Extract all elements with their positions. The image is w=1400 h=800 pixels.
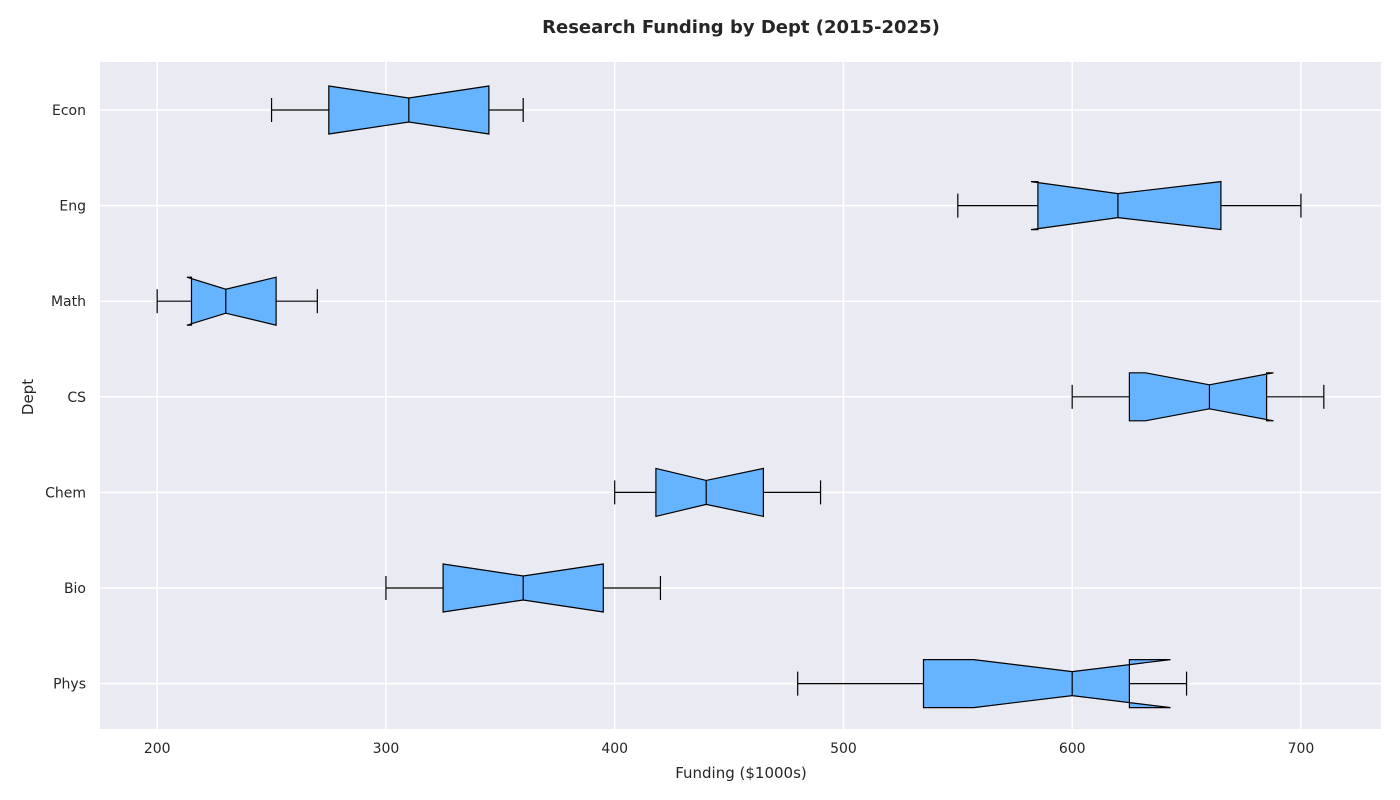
notched-box: [1030, 180, 1222, 231]
x-tick-label: 400: [601, 741, 628, 757]
box-layer: [156, 85, 1325, 709]
box-cs: [1071, 372, 1325, 422]
chart-title: Research Funding by Dept (2015-2025): [542, 17, 940, 38]
box-math: [156, 276, 318, 326]
y-tick-label: CS: [67, 390, 86, 406]
y-axis-label: Dept: [19, 379, 37, 415]
box-phys: [797, 658, 1188, 709]
x-axis-label: Funding ($1000s): [675, 764, 807, 782]
notched-box: [1128, 372, 1274, 422]
box-econ: [270, 85, 524, 135]
y-tick-label: Phys: [53, 677, 86, 693]
x-tick-label: 300: [373, 741, 400, 757]
box-chem: [614, 467, 822, 518]
x-tick-label: 200: [144, 741, 171, 757]
x-tick-label: 700: [1288, 741, 1315, 757]
y-tick-label: Chem: [45, 485, 86, 501]
y-tick-label: Bio: [64, 581, 86, 597]
box-bio: [385, 563, 662, 613]
x-tick-label: 600: [1059, 741, 1086, 757]
y-tick-label: Math: [51, 294, 86, 310]
notched-box: [922, 658, 1171, 709]
box-eng: [957, 180, 1302, 231]
x-tick-label: 500: [830, 741, 857, 757]
y-tick-label: Eng: [59, 199, 86, 215]
tick-labels: 200 300 400 500 600 700 Phys Bio Chem CS Math Eng Ec…: [45, 103, 1314, 757]
notched-box: [186, 276, 277, 326]
y-tick-label: Econ: [52, 103, 86, 119]
